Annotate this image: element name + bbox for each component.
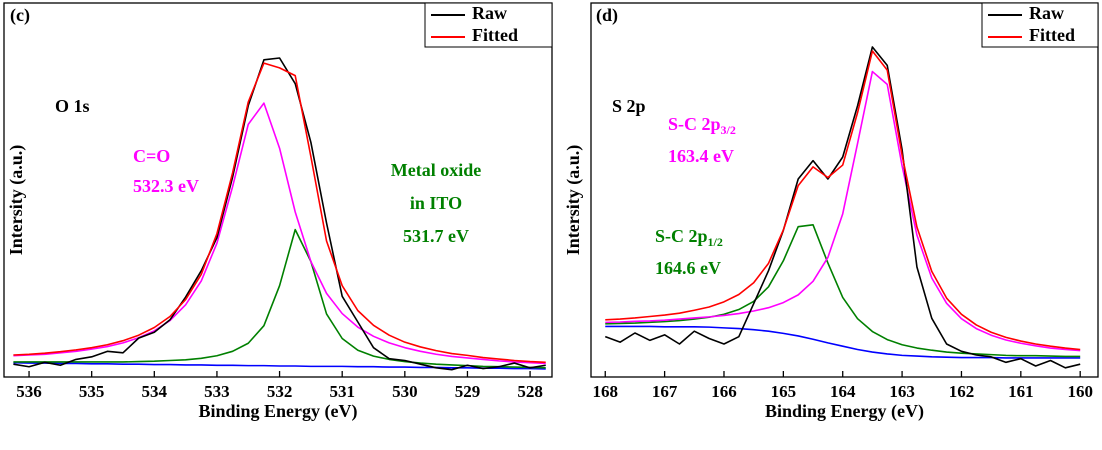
legend-label: Fitted bbox=[1029, 25, 1075, 45]
annotation-text: C=O bbox=[133, 146, 170, 166]
x-tick-label: 162 bbox=[949, 382, 975, 401]
x-tick-label: 535 bbox=[79, 382, 105, 401]
x-tick-label: 532 bbox=[267, 382, 293, 401]
x-tick-label: 164 bbox=[830, 382, 856, 401]
annotation-subscript: 1/2 bbox=[708, 235, 723, 249]
x-tick-label: 530 bbox=[392, 382, 418, 401]
series-line bbox=[13, 62, 546, 364]
x-tick-label: 529 bbox=[455, 382, 481, 401]
x-axis-title: Binding Energy (eV) bbox=[765, 401, 924, 422]
series-line bbox=[605, 224, 1081, 358]
annotation-text: 532.3 eV bbox=[133, 176, 199, 196]
plot-frame bbox=[3, 2, 553, 378]
y-axis-title: Intersity (a.u.) bbox=[6, 145, 27, 256]
annotation: 164.6 eV bbox=[655, 258, 721, 278]
annotation: C=O bbox=[133, 146, 170, 166]
x-tick-label: 161 bbox=[1008, 382, 1034, 401]
plot-frame bbox=[590, 2, 1099, 378]
annotation-text: S-C 2p bbox=[668, 114, 721, 134]
annotation-text: 164.6 eV bbox=[655, 258, 721, 278]
annotation: S-C 2p1/2 bbox=[655, 226, 723, 249]
series-line bbox=[605, 70, 1081, 352]
series-line bbox=[605, 325, 1081, 359]
annotation: 531.7 eV bbox=[403, 226, 469, 246]
annotation: Metal oxide bbox=[391, 160, 481, 180]
annotation-text: Metal oxide bbox=[391, 160, 481, 180]
x-tick-label: 533 bbox=[204, 382, 230, 401]
annotation: S 2p bbox=[612, 96, 646, 116]
x-tick-label: 165 bbox=[771, 382, 797, 401]
annotation-subscript: 3/2 bbox=[721, 123, 736, 137]
legend-box bbox=[424, 2, 553, 48]
legend-label: Raw bbox=[1029, 3, 1064, 23]
annotation: O 1s bbox=[55, 96, 90, 116]
x-tick-label: 168 bbox=[592, 382, 618, 401]
x-tick-label: 166 bbox=[711, 382, 737, 401]
annotation-text: 531.7 eV bbox=[403, 226, 469, 246]
x-tick-label: 534 bbox=[142, 382, 168, 401]
series-line bbox=[605, 50, 1081, 351]
panel-label: (c) bbox=[10, 5, 30, 26]
series-line bbox=[13, 57, 546, 371]
x-tick-label: 163 bbox=[889, 382, 915, 401]
legend-box bbox=[981, 2, 1099, 48]
x-tick-label: 167 bbox=[652, 382, 678, 401]
annotation-text: 163.4 eV bbox=[668, 146, 734, 166]
panel-label: (d) bbox=[596, 5, 618, 26]
legend-label: Fitted bbox=[472, 25, 518, 45]
x-axis-title: Binding Energy (eV) bbox=[198, 401, 357, 422]
x-tick-label: 528 bbox=[517, 382, 543, 401]
series-line bbox=[604, 46, 1081, 369]
annotation: S-C 2p3/2 bbox=[668, 114, 736, 137]
x-tick-label: 536 bbox=[16, 382, 42, 401]
annotation: 163.4 eV bbox=[668, 146, 734, 166]
legend-label: Raw bbox=[472, 3, 507, 23]
y-axis-title: Intersity (a.u.) bbox=[563, 145, 584, 256]
x-tick-label: 531 bbox=[329, 382, 355, 401]
series-line bbox=[13, 102, 546, 365]
annotation: 532.3 eV bbox=[133, 176, 199, 196]
annotation: in ITO bbox=[410, 193, 462, 213]
annotation-text: O 1s bbox=[55, 96, 90, 116]
annotation-text: in ITO bbox=[410, 193, 462, 213]
x-tick-label: 160 bbox=[1067, 382, 1093, 401]
series-line bbox=[13, 228, 546, 369]
annotation-text: S 2p bbox=[612, 96, 646, 116]
annotation-text: S-C 2p bbox=[655, 226, 708, 246]
